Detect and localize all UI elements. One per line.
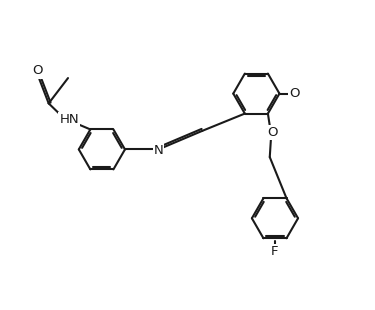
Text: O: O: [289, 87, 300, 100]
Text: HN: HN: [59, 113, 79, 126]
Text: O: O: [267, 126, 278, 140]
Text: N: N: [154, 144, 164, 157]
Text: F: F: [271, 245, 279, 258]
Text: O: O: [33, 64, 43, 78]
